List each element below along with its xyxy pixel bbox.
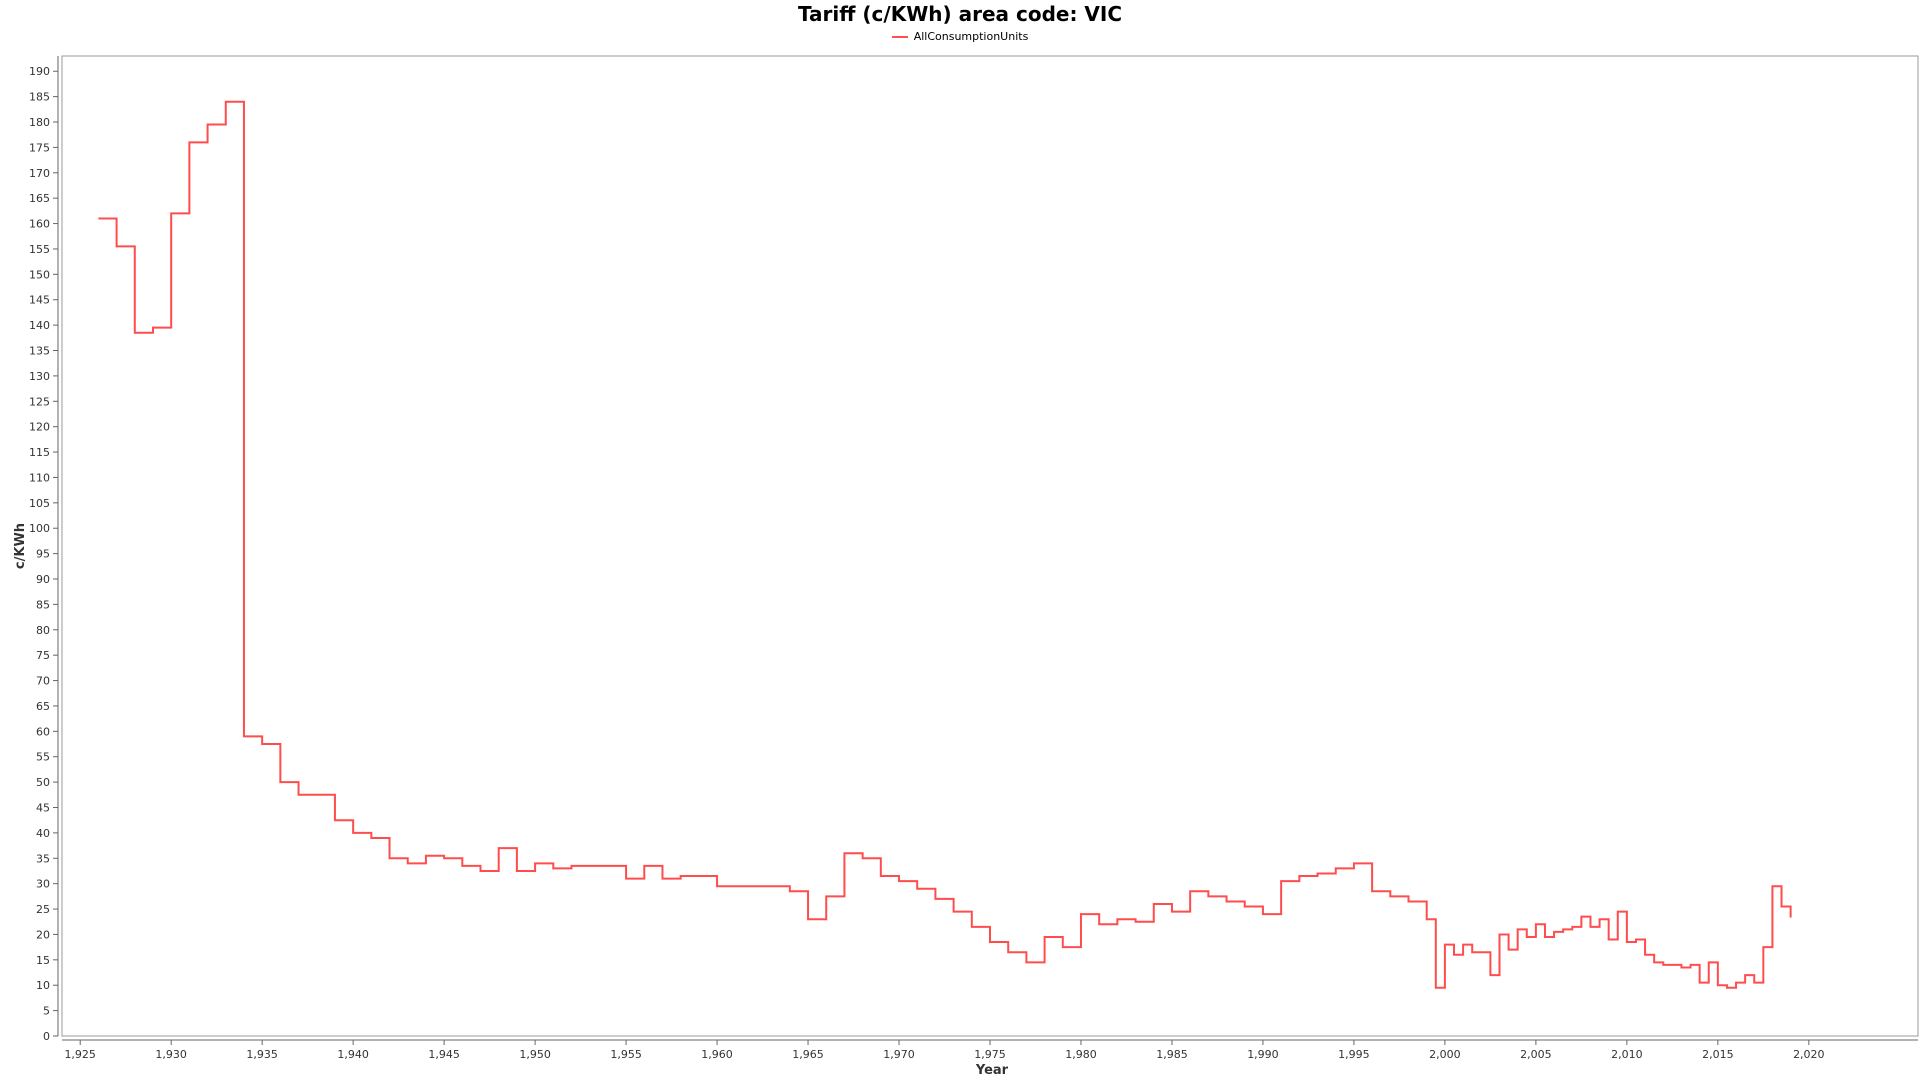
x-tick-label: 1,955 xyxy=(610,1048,642,1061)
x-tick-label: 1,945 xyxy=(428,1048,460,1061)
y-tick-label: 75 xyxy=(36,649,50,662)
x-tick-label: 1,940 xyxy=(337,1048,369,1061)
chart-title: Tariff (c/KWh) area code: VIC xyxy=(797,2,1123,26)
y-tick-label: 50 xyxy=(36,776,50,789)
y-tick-label: 65 xyxy=(36,700,50,713)
y-tick-label: 170 xyxy=(29,167,50,180)
y-tick-label: 100 xyxy=(29,522,50,535)
y-axis-title: c/KWh xyxy=(13,523,28,569)
x-tick-label: 1,960 xyxy=(701,1048,733,1061)
y-tick-label: 90 xyxy=(36,573,50,586)
y-tick-label: 165 xyxy=(29,192,50,205)
y-axis: 0 5 10 15 20 25 30 35 40 45 50 55 60 65 70 75 80 85 90 95 10… xyxy=(29,56,59,1043)
y-tick-label: 135 xyxy=(29,345,50,358)
legend: AllConsumptionUnits xyxy=(0,30,1920,43)
x-axis-title: Year xyxy=(975,1063,1009,1078)
x-tick-label: 1,980 xyxy=(1065,1048,1097,1061)
y-tick-label: 105 xyxy=(29,497,50,510)
y-tick-label: 15 xyxy=(36,954,50,967)
y-tick-label: 125 xyxy=(29,395,50,408)
y-tick-label: 30 xyxy=(36,878,50,891)
legend-label-all-consumption-units: AllConsumptionUnits xyxy=(913,30,1029,43)
y-tick-label: 85 xyxy=(36,598,50,611)
y-tick-label: 150 xyxy=(29,268,50,281)
y-tick-label: 20 xyxy=(36,928,50,941)
x-tick-label: 2,010 xyxy=(1611,1048,1643,1061)
y-tick-label: 175 xyxy=(29,141,50,154)
y-tick-label: 40 xyxy=(36,827,50,840)
legend-swatch-all-consumption-units xyxy=(891,35,908,38)
y-tick-label: 80 xyxy=(36,624,50,637)
y-tick-label: 190 xyxy=(29,65,50,78)
x-tick-label: 2,000 xyxy=(1429,1048,1461,1061)
y-tick-label: 10 xyxy=(36,979,50,992)
x-tick-label: 1,950 xyxy=(519,1048,551,1061)
y-tick-label: 140 xyxy=(29,319,50,332)
y-tick-label: 0 xyxy=(43,1030,50,1043)
x-tick-label: 1,975 xyxy=(974,1048,1006,1061)
plot-area-frame xyxy=(61,55,1919,1037)
y-tick-label: 155 xyxy=(29,243,50,256)
x-tick-label: 1,930 xyxy=(155,1048,187,1061)
y-tick-label: 55 xyxy=(36,751,50,764)
y-tick-label: 145 xyxy=(29,294,50,307)
series-line-all-consumption-units xyxy=(98,100,1792,989)
y-tick-label: 180 xyxy=(29,116,50,129)
y-tick-label: 35 xyxy=(36,852,50,865)
y-tick-label: 95 xyxy=(36,548,50,561)
x-tick-label: 1,935 xyxy=(246,1048,278,1061)
y-tick-label: 45 xyxy=(36,802,50,815)
x-tick-label: 1,970 xyxy=(883,1048,915,1061)
y-tick-label: 160 xyxy=(29,218,50,231)
x-tick-label: 2,020 xyxy=(1793,1048,1825,1061)
y-tick-label: 5 xyxy=(43,1005,50,1018)
y-tick-label: 110 xyxy=(29,471,50,484)
y-tick-label: 185 xyxy=(29,91,50,104)
y-tick-label: 130 xyxy=(29,370,50,383)
x-tick-label: 1,925 xyxy=(64,1048,96,1061)
y-tick-label: 115 xyxy=(29,446,50,459)
series-layer xyxy=(98,100,1792,989)
y-tick-label: 120 xyxy=(29,421,50,434)
x-tick-label: 1,965 xyxy=(792,1048,824,1061)
y-tick-label: 60 xyxy=(36,725,50,738)
x-tick-label: 1,990 xyxy=(1247,1048,1279,1061)
x-tick-label: 2,005 xyxy=(1520,1048,1552,1061)
y-tick-label: 70 xyxy=(36,675,50,688)
y-tick-label: 25 xyxy=(36,903,50,916)
x-tick-label: 2,015 xyxy=(1702,1048,1734,1061)
x-tick-label: 1,995 xyxy=(1338,1048,1370,1061)
x-tick-label: 1,985 xyxy=(1156,1048,1188,1061)
x-axis: 1,925 1,930 1,935 1,940 1,945 1,950 1,955 1,960… xyxy=(62,1039,1918,1061)
